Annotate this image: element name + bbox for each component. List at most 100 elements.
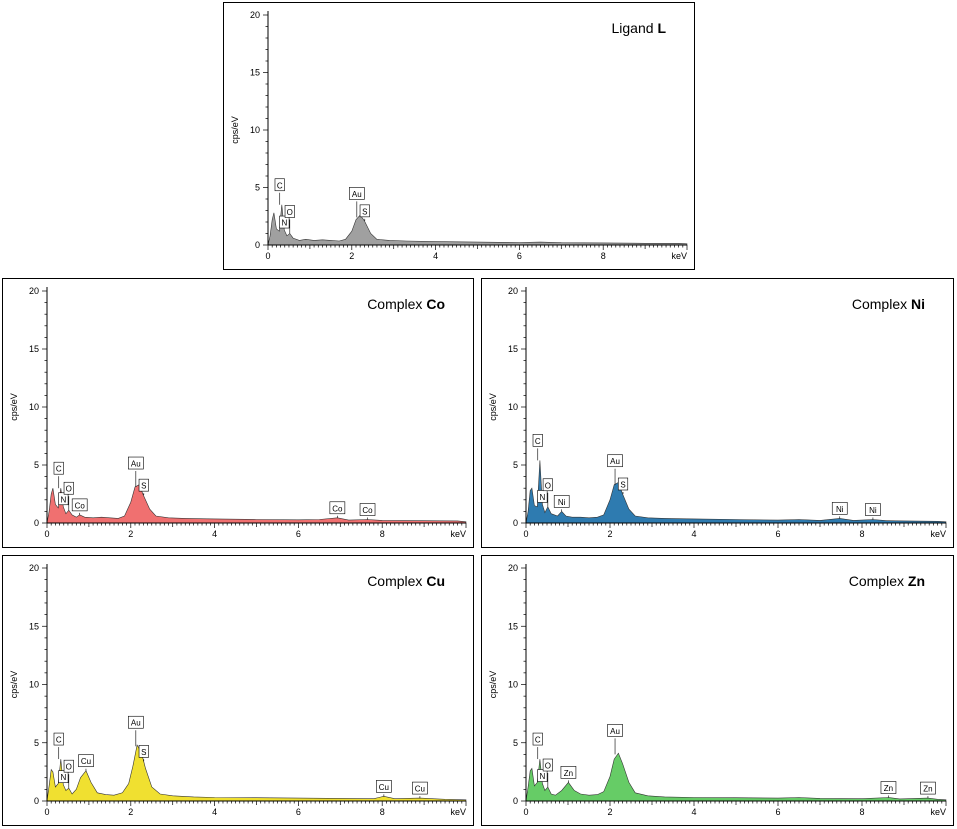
y-tick-label: 15	[29, 344, 39, 354]
panel-complex-ni: 0 2 4 6 8 keV 0 5 10 15 20 cps/eV Complex Ni C N O Ni Au S…	[481, 278, 954, 548]
peak-label-box	[53, 461, 64, 475]
peak-label-text: S	[620, 481, 625, 490]
panel-ligand-l: 0 2 4 6 8 keV 0 5 10 15 20 cps/eV Ligand L C N O Au S	[223, 2, 695, 270]
spectrum-area	[46, 484, 467, 524]
y-tick-label: 0	[513, 518, 518, 528]
title-bold: Co	[426, 296, 445, 312]
x-tick-label: 6	[517, 251, 522, 261]
peak-label-text: Co	[362, 506, 373, 515]
peak-label-box	[58, 770, 69, 783]
chart-complex-ni: 0 2 4 6 8 keV 0 5 10 15 20 cps/eV Complex Ni C NO Ni Au S…	[488, 286, 947, 539]
peak-label-box	[128, 715, 144, 729]
peak-label: S	[359, 204, 370, 221]
x-tick-label: 2	[128, 529, 133, 539]
x-tick-label: 2	[128, 807, 133, 817]
peak-label-text: Zn	[923, 785, 932, 794]
x-tick-label: 8	[859, 807, 864, 817]
peak-label: Cu	[412, 781, 428, 799]
peak-label: O	[284, 205, 295, 234]
peak-label: Au	[128, 715, 144, 747]
peak-label-text: Zn	[564, 769, 573, 778]
peak-label-text: S	[141, 748, 146, 757]
peak-label-box	[359, 204, 370, 218]
y-tick-label: 20	[250, 10, 260, 20]
y-tick-label: 15	[508, 344, 518, 354]
peak-label-text: Co	[332, 504, 343, 513]
peak-label: C	[532, 732, 543, 760]
peak-label: N	[58, 770, 69, 783]
peak-label: Au	[607, 454, 623, 485]
peak-label-box	[865, 503, 881, 516]
x-tick-label: 0	[44, 529, 49, 539]
peak-label-box	[138, 745, 149, 758]
x-tick-label: 0	[523, 529, 528, 539]
y-tick-label: 15	[250, 68, 260, 78]
peak-label: Co	[71, 498, 88, 515]
peak-label-box	[412, 781, 428, 795]
peak-label: C	[53, 732, 64, 760]
y-tick-label: 15	[29, 621, 39, 631]
x-tick-label: 2	[607, 529, 612, 539]
peak-label-text: C	[56, 465, 62, 474]
peak-label-box	[53, 732, 64, 746]
peak-label-box	[376, 780, 392, 793]
peak-label-text: C	[56, 736, 62, 745]
y-axis-label: cps/eV	[488, 671, 498, 699]
peak-label-text: S	[141, 482, 146, 491]
peak-label-box	[279, 215, 290, 229]
x-tick-label: 4	[212, 529, 217, 539]
peak-label-text: Cu	[415, 785, 425, 794]
peak-label: Au	[607, 724, 623, 755]
peak-label-box	[617, 477, 629, 491]
spectrum-area	[267, 204, 688, 246]
x-tick-label: 6	[296, 807, 301, 817]
title-bold: Cu	[426, 573, 445, 589]
x-axis-label: keV	[671, 251, 687, 261]
peak-label-text: Au	[131, 460, 141, 469]
x-tick-label: 8	[601, 251, 606, 261]
y-tick-label: 20	[508, 286, 518, 296]
x-tick-label: 0	[265, 251, 270, 261]
peak-label: Au	[349, 187, 365, 218]
y-tick-label: 0	[34, 518, 39, 528]
peak-label: C	[532, 434, 543, 461]
peak-label-text: Au	[352, 190, 362, 199]
peak-label-text: Ni	[558, 498, 566, 507]
peak-label-box	[349, 187, 365, 200]
spectrum-area	[46, 744, 467, 802]
x-axis-label: keV	[930, 807, 946, 817]
panel-complex-cu: 0 2 4 6 8 keV 0 5 10 15 20 cps/eV Complex Cu C N O Cu Au S…	[2, 555, 474, 826]
peak-label: Co	[329, 501, 346, 518]
peak-label-text: N	[281, 219, 287, 228]
peak-label-box	[542, 478, 553, 492]
y-tick-label: 5	[513, 460, 518, 470]
peak-label: Ni	[831, 502, 848, 519]
title-prefix: Ligand	[612, 20, 658, 36]
peak-label: O	[63, 759, 74, 789]
y-tick-label: 20	[29, 563, 39, 573]
y-tick-label: 10	[508, 680, 518, 690]
y-tick-label: 15	[508, 621, 518, 631]
chart-complex-cu: 0 2 4 6 8 keV 0 5 10 15 20 cps/eV Complex Cu C NO Cu Au S…	[9, 563, 467, 817]
x-tick-label: 4	[212, 807, 217, 817]
peak-label: Ni	[865, 503, 881, 520]
peak-label-box	[920, 781, 936, 795]
peak-label: O	[542, 758, 553, 788]
peak-label-text: N	[539, 493, 545, 502]
peak-label-box	[880, 781, 897, 794]
title-prefix: Complex	[852, 296, 911, 312]
x-axis-label: keV	[930, 529, 946, 539]
peak-label-text: Ni	[869, 506, 877, 515]
peak-label-text: C	[535, 437, 541, 446]
peak-label: C	[53, 461, 64, 489]
peak-label-box	[71, 498, 88, 512]
y-tick-label: 5	[34, 738, 39, 748]
peak-label-box	[359, 503, 376, 516]
peak-label-text: O	[545, 762, 551, 771]
x-tick-label: 2	[349, 251, 354, 261]
x-tick-label: 4	[691, 529, 696, 539]
peak-label-box	[63, 759, 74, 773]
y-tick-label: 5	[255, 183, 260, 193]
title-bold: Zn	[908, 573, 925, 589]
y-tick-label: 10	[508, 402, 518, 412]
